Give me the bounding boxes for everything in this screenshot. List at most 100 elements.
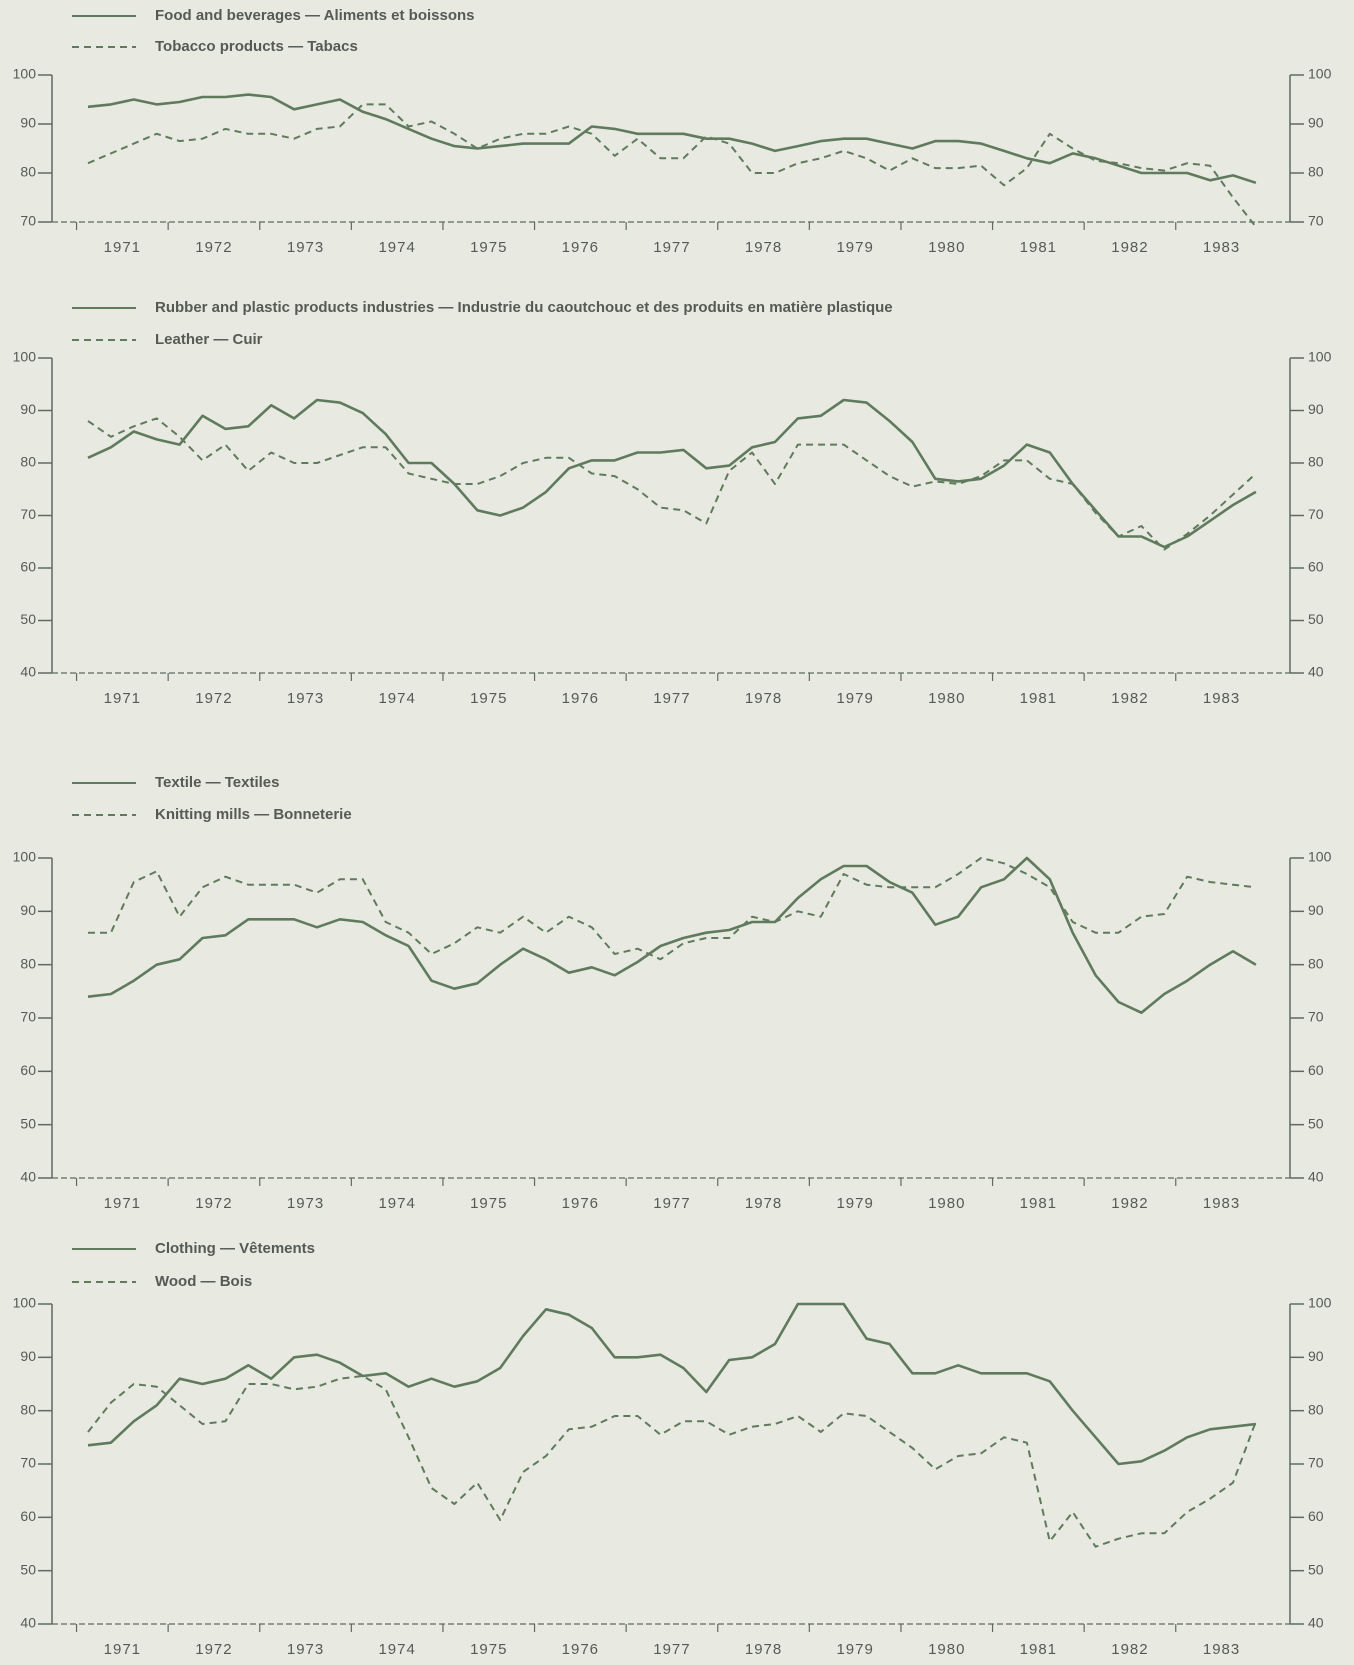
y2-tick-label: 80 xyxy=(1308,454,1324,470)
x-tick-label: 1975 xyxy=(470,1641,507,1658)
x-tick-label: 1978 xyxy=(745,690,782,707)
y2-tick-label: 100 xyxy=(1308,349,1332,365)
x-tick-label: 1974 xyxy=(378,1195,415,1212)
y2-tick-label: 100 xyxy=(1308,849,1332,865)
x-tick-label: 1974 xyxy=(378,1641,415,1658)
x-tick-label: 1977 xyxy=(653,239,690,256)
legend-label: Tobacco products — Tabacs xyxy=(155,38,358,55)
y2-tick-label: 90 xyxy=(1308,115,1324,131)
y-tick-label: 50 xyxy=(20,1115,36,1131)
x-tick-label: 1980 xyxy=(928,1195,965,1212)
x-tick-label: 1971 xyxy=(104,1641,141,1658)
x-tick-label: 1979 xyxy=(836,1641,873,1658)
x-tick-label: 1983 xyxy=(1203,1641,1240,1658)
series-line xyxy=(87,93,1257,185)
y2-tick-label: 50 xyxy=(1308,611,1324,627)
series-line xyxy=(87,1375,1257,1548)
x-tick-label: 1981 xyxy=(1020,1195,1057,1212)
x-tick-label: 1972 xyxy=(195,1195,232,1212)
x-tick-label: 1977 xyxy=(653,1195,690,1212)
y2-tick-label: 90 xyxy=(1308,902,1324,918)
x-tick-label: 1983 xyxy=(1203,1195,1240,1212)
y-tick-label: 90 xyxy=(20,1348,36,1364)
y-tick-label: 100 xyxy=(13,849,37,865)
x-tick-label: 1975 xyxy=(470,239,507,256)
x-tick-label: 1975 xyxy=(470,690,507,707)
x-tick-label: 1972 xyxy=(195,1641,232,1658)
x-tick-label: 1973 xyxy=(287,239,324,256)
x-tick-label: 1974 xyxy=(378,690,415,707)
x-tick-label: 1982 xyxy=(1111,239,1148,256)
series-line xyxy=(87,856,1257,1014)
y-tick-label: 80 xyxy=(20,1401,36,1417)
x-tick-label: 1981 xyxy=(1020,690,1057,707)
x-tick-label: 1974 xyxy=(378,239,415,256)
x-tick-label: 1979 xyxy=(836,690,873,707)
y-tick-label: 80 xyxy=(20,454,36,470)
x-tick-label: 1982 xyxy=(1111,1195,1148,1212)
y-tick-label: 60 xyxy=(20,1508,36,1524)
y2-tick-label: 70 xyxy=(1308,1455,1324,1471)
y-tick-label: 100 xyxy=(13,349,37,365)
x-tick-label: 1980 xyxy=(928,239,965,256)
x-tick-label: 1973 xyxy=(287,1195,324,1212)
x-tick-label: 1978 xyxy=(745,1195,782,1212)
x-tick-label: 1982 xyxy=(1111,1641,1148,1658)
y2-tick-label: 50 xyxy=(1308,1115,1324,1131)
y2-tick-label: 60 xyxy=(1308,1062,1324,1078)
x-tick-label: 1971 xyxy=(104,239,141,256)
series-line xyxy=(87,398,1257,549)
series-line xyxy=(88,857,1257,961)
y-tick-label: 100 xyxy=(13,66,37,82)
legend-label: Textile — Textiles xyxy=(155,774,280,791)
x-tick-label: 1976 xyxy=(562,1641,599,1658)
legend-label: Clothing — Vêtements xyxy=(155,1240,315,1257)
y2-tick-label: 80 xyxy=(1308,955,1324,971)
y2-tick-label: 70 xyxy=(1308,1009,1324,1025)
x-tick-label: 1980 xyxy=(928,690,965,707)
x-tick-label: 1983 xyxy=(1203,239,1240,256)
legend-label: Wood — Bois xyxy=(155,1273,252,1290)
x-tick-label: 1981 xyxy=(1020,239,1057,256)
x-tick-label: 1971 xyxy=(104,1195,141,1212)
y2-tick-label: 40 xyxy=(1308,1169,1324,1185)
y-tick-label: 50 xyxy=(20,1561,36,1577)
legend-label: Rubber and plastic products industries —… xyxy=(155,299,893,316)
y2-tick-label: 90 xyxy=(1308,1348,1324,1364)
x-tick-label: 1975 xyxy=(470,1195,507,1212)
x-tick-label: 1977 xyxy=(653,690,690,707)
y-tick-label: 80 xyxy=(20,164,36,180)
legend-label: Leather — Cuir xyxy=(155,331,263,348)
x-tick-label: 1972 xyxy=(195,239,232,256)
y2-tick-label: 100 xyxy=(1308,66,1332,82)
y-tick-label: 80 xyxy=(20,955,36,971)
y-tick-label: 100 xyxy=(13,1295,37,1311)
legend-label: Food and beverages — Aliments et boisson… xyxy=(155,7,475,24)
y-tick-label: 90 xyxy=(20,115,36,131)
y2-tick-label: 80 xyxy=(1308,1401,1324,1417)
y2-tick-label: 50 xyxy=(1308,1561,1324,1577)
x-tick-label: 1978 xyxy=(745,239,782,256)
x-tick-label: 1983 xyxy=(1203,690,1240,707)
y-tick-label: 90 xyxy=(20,401,36,417)
x-tick-label: 1977 xyxy=(653,1641,690,1658)
y-tick-label: 70 xyxy=(20,213,36,229)
x-tick-label: 1973 xyxy=(287,690,324,707)
y-tick-label: 60 xyxy=(20,1062,36,1078)
y2-tick-label: 90 xyxy=(1308,401,1324,417)
x-tick-label: 1979 xyxy=(836,239,873,256)
y2-tick-label: 60 xyxy=(1308,1508,1324,1524)
x-tick-label: 1971 xyxy=(104,690,141,707)
legend-label: Knitting mills — Bonneterie xyxy=(155,806,352,823)
y-tick-label: 40 xyxy=(20,1615,36,1631)
x-tick-label: 1981 xyxy=(1020,1641,1057,1658)
x-tick-label: 1972 xyxy=(195,690,232,707)
x-tick-label: 1976 xyxy=(562,239,599,256)
series-line xyxy=(87,417,1257,551)
y-tick-label: 40 xyxy=(20,664,36,680)
x-tick-label: 1982 xyxy=(1111,690,1148,707)
y2-tick-label: 70 xyxy=(1308,506,1324,522)
x-tick-label: 1979 xyxy=(836,1195,873,1212)
y-tick-label: 60 xyxy=(20,559,36,575)
